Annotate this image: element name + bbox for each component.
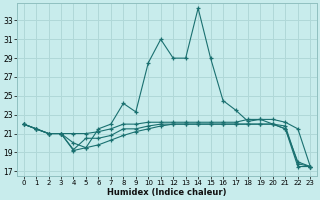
X-axis label: Humidex (Indice chaleur): Humidex (Indice chaleur): [107, 188, 227, 197]
